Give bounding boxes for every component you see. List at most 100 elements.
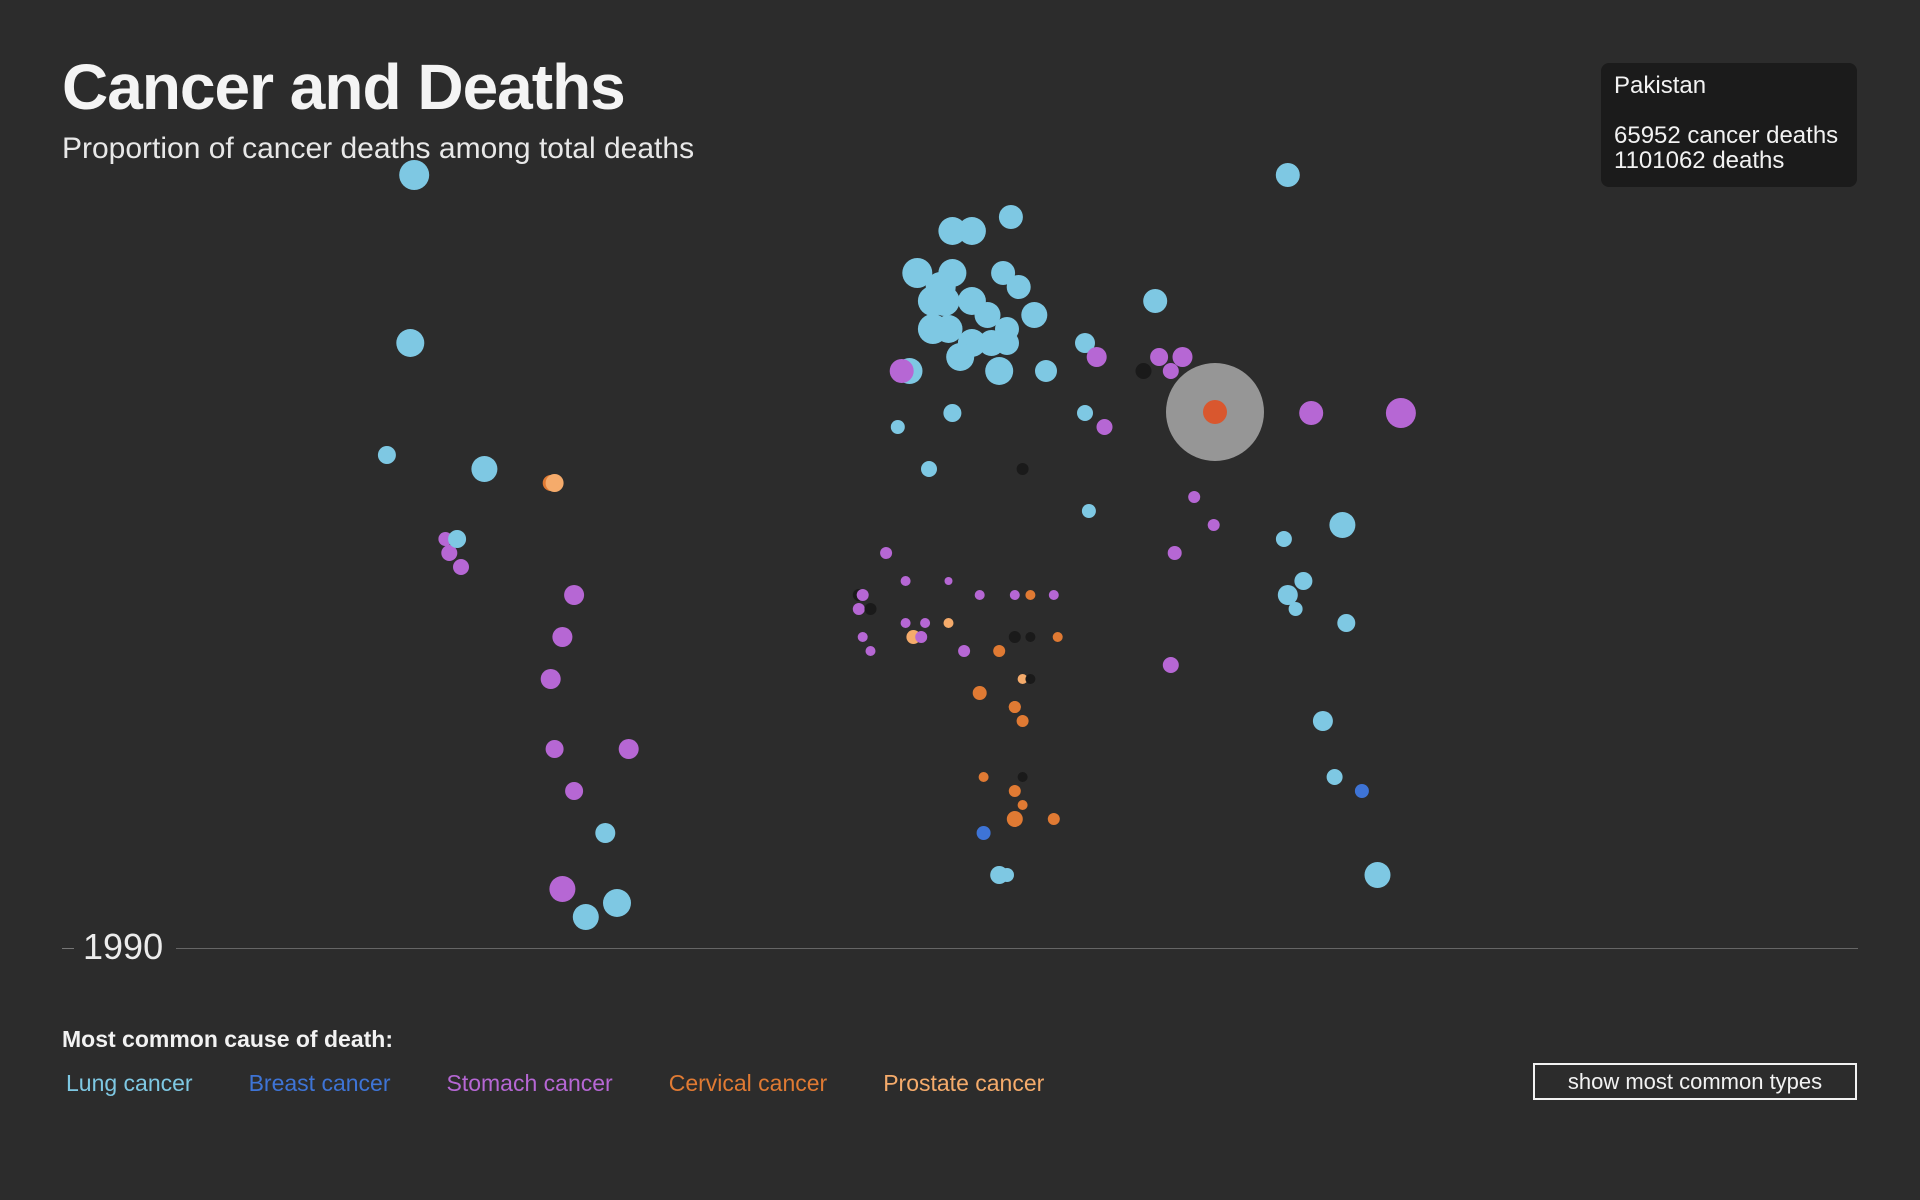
- country-bubble-stomach[interactable]: [865, 646, 876, 656]
- country-bubble-lung[interactable]: [1275, 531, 1292, 547]
- country-bubble-stomach[interactable]: [856, 589, 869, 601]
- country-bubble-prostate[interactable]: [943, 618, 954, 628]
- country-bubble-stomach[interactable]: [565, 782, 584, 800]
- country-bubble-lung[interactable]: [399, 160, 430, 190]
- country-bubble-lung[interactable]: [957, 217, 986, 245]
- country-bubble-stomach[interactable]: [1162, 363, 1179, 379]
- country-bubble-stomach[interactable]: [1150, 348, 1169, 366]
- country-bubble-stomach[interactable]: [880, 547, 893, 559]
- country-bubble-stomach[interactable]: [564, 585, 585, 605]
- country-bubble-lung[interactable]: [1075, 333, 1095, 353]
- country-bubble-lung[interactable]: [1035, 360, 1057, 382]
- country-bubble-unknown[interactable]: [1016, 463, 1029, 475]
- country-bubble-stomach[interactable]: [1207, 519, 1220, 531]
- country-bubble-lung[interactable]: [938, 217, 967, 245]
- country-bubble-lung[interactable]: [934, 315, 963, 343]
- country-bubble-unknown[interactable]: [1017, 772, 1028, 782]
- country-bubble-lung[interactable]: [448, 530, 467, 548]
- legend-item-lung-cancer[interactable]: Lung cancer: [66, 1070, 193, 1096]
- country-bubble-stomach[interactable]: [900, 576, 911, 586]
- country-bubble-lung[interactable]: [1077, 405, 1093, 421]
- country-bubble-lung[interactable]: [917, 286, 948, 316]
- country-bubble-prostate[interactable]: [545, 474, 564, 492]
- country-bubble-lung[interactable]: [890, 420, 905, 434]
- country-bubble-lung[interactable]: [572, 904, 599, 930]
- country-bubble-stomach[interactable]: [1162, 657, 1179, 673]
- country-bubble-lung[interactable]: [1277, 585, 1298, 605]
- country-bubble-lung[interactable]: [902, 258, 933, 288]
- country-bubble-unknown[interactable]: [1025, 674, 1036, 684]
- country-bubble-stomach[interactable]: [944, 577, 953, 585]
- country-bubble-lung[interactable]: [377, 446, 396, 464]
- country-bubble-unknown[interactable]: [1025, 632, 1036, 642]
- country-bubble-stomach[interactable]: [552, 627, 573, 647]
- country-bubble-lung[interactable]: [1081, 504, 1096, 518]
- country-bubble-lung[interactable]: [921, 461, 937, 477]
- country-bubble-cervical[interactable]: [1008, 701, 1021, 713]
- country-bubble-lung[interactable]: [595, 823, 616, 843]
- country-bubble-stomach[interactable]: [915, 631, 928, 643]
- country-bubble-lung[interactable]: [946, 343, 975, 371]
- country-bubble-cervical[interactable]: [1052, 632, 1063, 642]
- country-bubble-stomach[interactable]: [1299, 401, 1324, 425]
- country-bubble-lung[interactable]: [396, 329, 425, 357]
- country-bubble-cervical[interactable]: [1017, 800, 1028, 810]
- country-bubble-stomach[interactable]: [1172, 347, 1193, 367]
- country-bubble-lung[interactable]: [943, 404, 962, 422]
- country-bubble-stomach[interactable]: [852, 603, 865, 615]
- country-bubble-stomach[interactable]: [900, 618, 911, 628]
- country-bubble-lung[interactable]: [995, 331, 1019, 355]
- country-bubble-cervical[interactable]: [1047, 813, 1060, 825]
- country-bubble-lung[interactable]: [1329, 512, 1356, 538]
- country-bubble-unknown[interactable]: [1135, 363, 1152, 379]
- country-bubble-stomach[interactable]: [453, 559, 469, 575]
- country-bubble-stomach[interactable]: [545, 740, 564, 758]
- country-bubble-stomach[interactable]: [1167, 546, 1182, 560]
- country-bubble-stomach[interactable]: [920, 618, 931, 628]
- country-bubble-lung[interactable]: [1143, 289, 1168, 313]
- country-bubble-lung[interactable]: [1288, 602, 1303, 616]
- country-bubble-cervical[interactable]: [972, 686, 987, 700]
- country-bubble-cervical[interactable]: [1008, 785, 1021, 797]
- country-bubble-stomach[interactable]: [618, 739, 639, 759]
- country-bubble-prostate[interactable]: [1017, 674, 1028, 684]
- timeline-year[interactable]: 1990: [83, 926, 164, 967]
- country-bubble-lung[interactable]: [1326, 769, 1343, 785]
- country-bubble-lung[interactable]: [1364, 862, 1391, 888]
- country-bubble-lung[interactable]: [1275, 163, 1300, 187]
- country-bubble-stomach[interactable]: [549, 876, 576, 902]
- country-bubble-stomach[interactable]: [1009, 590, 1020, 600]
- country-bubble-cervical[interactable]: [978, 772, 989, 782]
- country-bubble-lung[interactable]: [991, 261, 1016, 285]
- country-bubble-stomach[interactable]: [1188, 491, 1201, 503]
- country-bubble-lung[interactable]: [998, 205, 1023, 229]
- cancer-bubble-map[interactable]: [0, 0, 1920, 940]
- country-bubble-lung[interactable]: [603, 889, 631, 917]
- country-bubble-unknown[interactable]: [1008, 631, 1021, 643]
- country-bubble-cervical[interactable]: [1016, 715, 1029, 727]
- country-bubble-lung[interactable]: [1000, 868, 1014, 882]
- country-bubble-stomach[interactable]: [441, 545, 458, 561]
- country-bubble-cervical[interactable]: [1006, 811, 1023, 827]
- country-bubble-stomach[interactable]: [1048, 590, 1059, 600]
- country-bubble-lung[interactable]: [985, 357, 1014, 385]
- country-bubble-lung[interactable]: [1006, 275, 1031, 299]
- legend-item-cervical-cancer[interactable]: Cervical cancer: [668, 1070, 828, 1096]
- country-bubble-lung[interactable]: [1312, 711, 1333, 731]
- country-bubble-lung[interactable]: [471, 456, 498, 482]
- country-bubble-stomach[interactable]: [889, 359, 914, 383]
- country-bubble-breast[interactable]: [1354, 784, 1369, 798]
- country-bubble-cervical[interactable]: [1025, 590, 1036, 600]
- country-bubble-stomach[interactable]: [540, 669, 561, 689]
- timeline-track[interactable]: [176, 948, 1858, 949]
- country-bubble-stomach[interactable]: [1385, 398, 1416, 428]
- year-timeline[interactable]: 1990: [62, 922, 1858, 972]
- legend-item-prostate-cancer[interactable]: Prostate cancer: [883, 1070, 1045, 1096]
- country-bubble-stomach[interactable]: [974, 590, 985, 600]
- country-bubble-unknown[interactable]: [864, 603, 877, 615]
- legend-item-stomach-cancer[interactable]: Stomach cancer: [446, 1070, 613, 1096]
- country-bubble-lung[interactable]: [1021, 302, 1048, 328]
- country-bubble-stomach[interactable]: [857, 632, 868, 642]
- country-bubble-lung[interactable]: [1337, 614, 1356, 632]
- country-bubble-stomach[interactable]: [958, 645, 971, 657]
